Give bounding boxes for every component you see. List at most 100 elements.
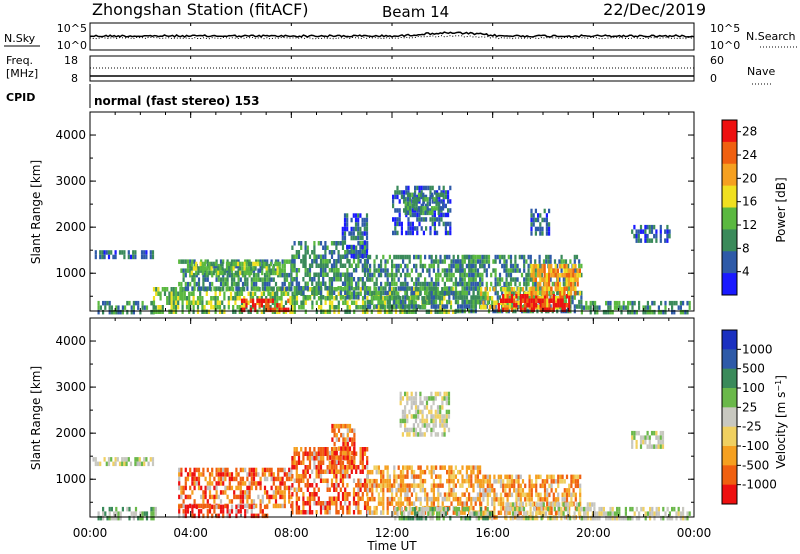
heatmap-cell bbox=[476, 483, 479, 488]
heatmap-cell bbox=[406, 206, 409, 211]
heatmap-cell bbox=[399, 474, 402, 479]
heatmap-cell bbox=[297, 483, 301, 488]
heatmap-cell bbox=[319, 259, 323, 264]
heatmap-cell bbox=[335, 263, 338, 268]
heatmap-cell bbox=[472, 254, 475, 260]
heatmap-cell bbox=[539, 226, 542, 232]
heatmap-cell bbox=[430, 465, 433, 470]
heatmap-cell bbox=[380, 272, 383, 278]
heatmap-cell bbox=[580, 506, 583, 512]
heatmap-cell bbox=[215, 268, 218, 273]
heatmap-cell bbox=[644, 229, 647, 234]
heatmap-cell bbox=[393, 263, 396, 269]
heatmap-cell bbox=[351, 459, 354, 465]
heatmap-cell bbox=[247, 300, 250, 305]
heatmap-cell bbox=[498, 277, 502, 282]
heatmap-cell bbox=[507, 268, 510, 273]
heatmap-cell bbox=[404, 206, 407, 211]
heatmap-cell bbox=[200, 485, 203, 491]
heatmap-cell bbox=[404, 492, 407, 497]
heatmap-cell bbox=[300, 474, 303, 479]
heatmap-cell bbox=[218, 291, 222, 296]
heatmap-cell bbox=[539, 222, 542, 227]
heatmap-cell bbox=[535, 298, 538, 303]
heatmap-cell bbox=[653, 309, 656, 315]
heatmap-cell bbox=[200, 472, 203, 477]
heatmap-cell bbox=[304, 510, 307, 515]
heatmap-cell bbox=[178, 509, 181, 514]
heatmap-cell bbox=[189, 268, 192, 273]
heatmap-cell bbox=[429, 506, 432, 512]
heatmap-cell bbox=[404, 201, 407, 207]
heatmap-cell bbox=[441, 465, 444, 470]
heatmap-cell bbox=[446, 478, 449, 484]
heatmap-cell bbox=[223, 270, 226, 276]
heatmap-cell bbox=[237, 286, 240, 291]
heatmap-cell bbox=[206, 481, 209, 486]
heatmap-cell bbox=[317, 290, 320, 295]
heatmap-cell bbox=[564, 506, 567, 512]
heatmap-cell bbox=[541, 483, 544, 489]
heatmap-cell bbox=[436, 515, 439, 521]
heatmap-cell bbox=[208, 261, 211, 267]
heatmap-cell bbox=[113, 511, 116, 516]
heatmap-cell bbox=[413, 206, 416, 211]
heatmap-cell bbox=[570, 282, 573, 287]
heatmap-cell bbox=[168, 291, 171, 296]
heatmap-cell bbox=[620, 305, 623, 310]
heatmap-cell bbox=[304, 245, 307, 250]
heatmap-cell bbox=[293, 456, 296, 461]
heatmap-cell bbox=[320, 309, 323, 314]
heatmap-cell bbox=[348, 437, 352, 442]
heatmap-cell bbox=[429, 190, 432, 195]
heatmap-cell bbox=[132, 305, 135, 310]
heatmap-cell bbox=[137, 305, 140, 310]
heatmap-cell bbox=[302, 478, 305, 483]
heatmap-cell bbox=[583, 506, 586, 512]
heatmap-cell bbox=[622, 300, 625, 306]
heatmap-cell bbox=[414, 396, 418, 401]
heatmap-cell bbox=[445, 414, 448, 419]
heatmap-cell bbox=[300, 460, 303, 465]
heatmap-cell bbox=[494, 254, 497, 260]
heatmap-cell bbox=[459, 510, 462, 515]
heatmap-cell bbox=[459, 469, 462, 475]
heatmap-cell bbox=[280, 300, 283, 305]
heatmap-cell bbox=[297, 254, 301, 259]
heatmap-cell bbox=[404, 427, 407, 433]
heatmap-cell bbox=[254, 261, 257, 267]
heatmap-cell bbox=[283, 490, 286, 495]
heatmap-cell bbox=[203, 305, 206, 310]
heatmap-cell bbox=[215, 513, 218, 519]
heatmap-cell bbox=[596, 511, 599, 516]
heatmap-cell bbox=[472, 268, 475, 273]
heatmap-cell bbox=[443, 304, 446, 309]
heatmap-cell bbox=[269, 296, 272, 301]
heatmap-cell bbox=[384, 272, 387, 278]
y-tick-label: 2000 bbox=[55, 220, 86, 234]
heatmap-cell bbox=[384, 263, 387, 269]
heatmap-cell bbox=[333, 268, 336, 273]
heatmap-cell bbox=[491, 497, 494, 502]
heatmap-cell bbox=[115, 309, 118, 315]
heatmap-cell bbox=[202, 277, 205, 282]
heatmap-cell bbox=[319, 254, 323, 259]
heatmap-cell bbox=[383, 305, 387, 310]
heatmap-cell bbox=[552, 497, 555, 502]
heatmap-cell bbox=[342, 450, 345, 456]
y-tick-label: 3000 bbox=[55, 174, 86, 188]
heatmap-cell bbox=[363, 259, 367, 264]
heatmap-cell bbox=[679, 511, 682, 516]
heatmap-cell bbox=[276, 300, 279, 305]
heatmap-cell bbox=[392, 305, 395, 310]
heatmap-cell bbox=[324, 272, 327, 277]
heatmap-cell bbox=[527, 263, 530, 269]
heatmap-cell bbox=[439, 474, 442, 479]
heatmap-cell bbox=[419, 432, 422, 437]
heatmap-cell bbox=[363, 240, 366, 245]
heatmap-cell bbox=[677, 511, 680, 516]
heatmap-cell bbox=[208, 485, 212, 491]
heatmap-cell bbox=[297, 250, 301, 255]
heatmap-cell bbox=[496, 299, 499, 305]
